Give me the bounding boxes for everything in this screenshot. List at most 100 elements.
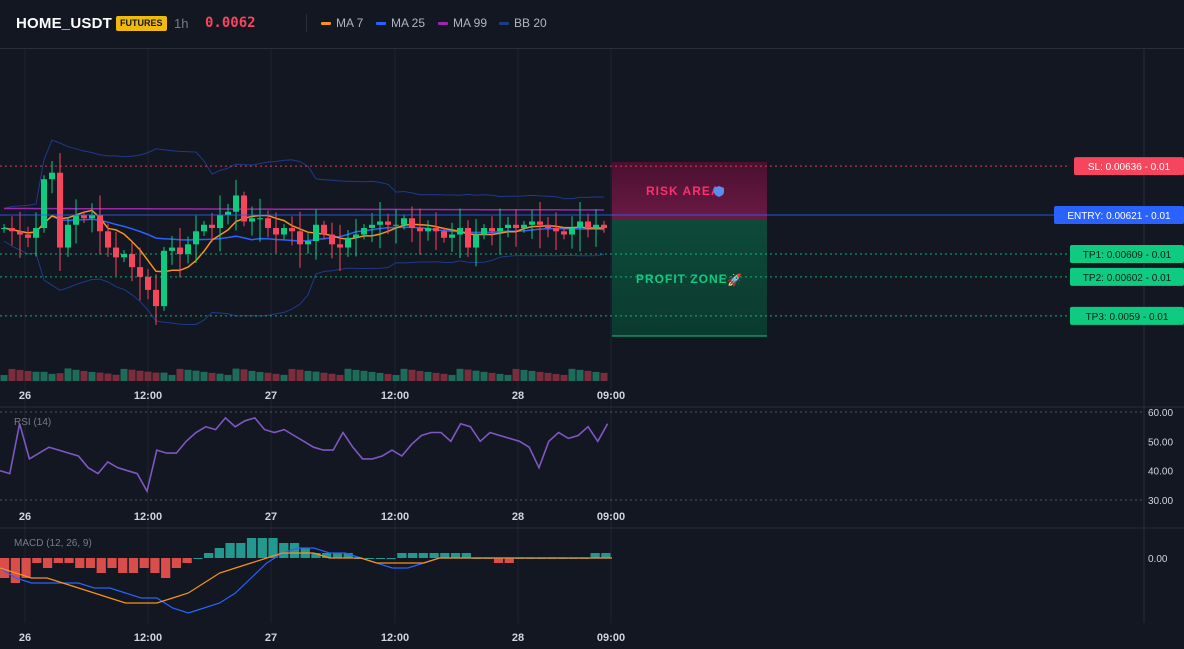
time-tick-label: 27	[265, 390, 277, 402]
macd-histogram-bar	[257, 538, 267, 558]
time-tick-label: 09:00	[597, 390, 625, 402]
macd-histogram-bar	[246, 538, 257, 558]
volume-bar	[96, 372, 104, 381]
volume-bar	[328, 373, 336, 381]
volume-bar	[568, 368, 576, 381]
candle-body	[481, 228, 487, 235]
macd-histogram-bar	[268, 538, 278, 558]
candle-body	[385, 221, 391, 225]
symbol-name[interactable]: HOME_USDT	[16, 15, 112, 32]
candle-body	[521, 224, 527, 229]
volume-bar	[8, 368, 16, 381]
legend-ma25[interactable]: MA 25	[376, 16, 425, 30]
candle-body	[353, 234, 359, 238]
candle-body	[393, 224, 399, 226]
candle-body	[425, 228, 431, 232]
legend-bb20[interactable]: BB 20	[499, 16, 547, 30]
macd-histogram-bar	[450, 553, 461, 558]
legend-ma99[interactable]: MA 99	[438, 16, 487, 30]
candle-body	[361, 228, 367, 235]
macd-histogram-bar	[182, 558, 192, 563]
volume-bar	[208, 372, 216, 381]
macd-histogram-bar	[375, 558, 386, 559]
macd-histogram-bar	[21, 558, 31, 578]
macd-histogram-bar	[107, 558, 117, 568]
candle-body	[321, 224, 327, 235]
volume-bar	[16, 369, 24, 381]
header-divider	[306, 14, 307, 32]
candle-body	[137, 267, 143, 277]
candle-body	[505, 224, 511, 229]
time-tick-label: 12:00	[381, 632, 409, 644]
volume-bar	[48, 373, 56, 381]
volume-bar	[248, 370, 256, 381]
candle-body	[545, 224, 551, 229]
volume-bar	[400, 368, 408, 381]
macd-histogram-bar	[429, 553, 439, 558]
grid	[0, 49, 1184, 623]
time-tick-label: 12:00	[134, 390, 162, 402]
rsi-tick-label: 30.00	[1148, 496, 1173, 507]
candle-body	[601, 224, 607, 229]
bollinger-bands	[3, 139, 605, 325]
candle-body	[129, 254, 135, 268]
volume-bar	[456, 368, 464, 381]
timeframe-selector[interactable]: 1h	[174, 16, 189, 31]
time-tick-label: 28	[512, 511, 524, 523]
price-level-tag	[1054, 206, 1184, 224]
candle-body	[449, 234, 455, 238]
time-tick-label: 12:00	[134, 632, 162, 644]
volume-bar	[360, 370, 368, 381]
candle-body	[417, 228, 423, 232]
candle-body	[249, 218, 255, 222]
candle-body	[553, 228, 559, 232]
legend-swatch	[499, 21, 509, 25]
time-tick-label: 27	[265, 632, 277, 644]
time-tick-label: 09:00	[597, 511, 625, 523]
macd-histogram-bar	[601, 553, 611, 558]
volume-bar	[120, 368, 128, 381]
trade-zones: RISK AREA PROFIT ZONE 🚀	[612, 162, 767, 337]
candle-body	[73, 215, 79, 225]
volume-bar	[424, 371, 432, 381]
candle-body	[465, 228, 471, 248]
time-tick-label: 27	[265, 511, 277, 523]
volume-bar	[496, 373, 504, 381]
price-level-label: TP3: 0.0059 - 0.01	[1086, 312, 1169, 323]
volume-bar	[504, 374, 512, 381]
price-level-label: TP1: 0.00609 - 0.01	[1083, 250, 1172, 261]
time-tick-label: 28	[512, 390, 524, 402]
macd-histogram-bar	[53, 558, 63, 563]
macd-histogram-bar	[128, 558, 139, 573]
candle-body	[281, 228, 287, 235]
candle-body	[25, 234, 31, 238]
volume-bar	[528, 370, 536, 381]
candle-body	[17, 231, 23, 235]
rsi-line	[0, 416, 609, 494]
time-tick-label: 12:00	[381, 390, 409, 402]
candle-body	[345, 237, 351, 248]
time-tick-label: 28	[512, 632, 524, 644]
candle-body	[209, 224, 215, 229]
risk-area	[612, 162, 767, 219]
price-level-tag	[1070, 267, 1184, 286]
volume-bar	[544, 372, 552, 381]
legend-ma7[interactable]: MA 7	[321, 16, 363, 30]
price-level-tag	[1070, 306, 1184, 325]
candle-body	[273, 228, 279, 235]
volume-bar	[320, 372, 328, 381]
volume-bar	[264, 372, 272, 381]
time-tick-label: 26	[19, 390, 31, 402]
volume-bar	[32, 371, 40, 381]
candle-body	[577, 221, 583, 229]
volume-bar	[488, 372, 496, 381]
volume-bar	[312, 371, 320, 381]
candle-body	[233, 195, 239, 212]
volume-bar	[0, 375, 8, 381]
candle-body	[33, 228, 39, 238]
candle-body	[409, 218, 415, 229]
macd-pane: MACD (12, 26, 9) 0.00	[0, 538, 1168, 614]
time-tick-label: 26	[19, 632, 31, 644]
volume-bar	[72, 369, 80, 381]
